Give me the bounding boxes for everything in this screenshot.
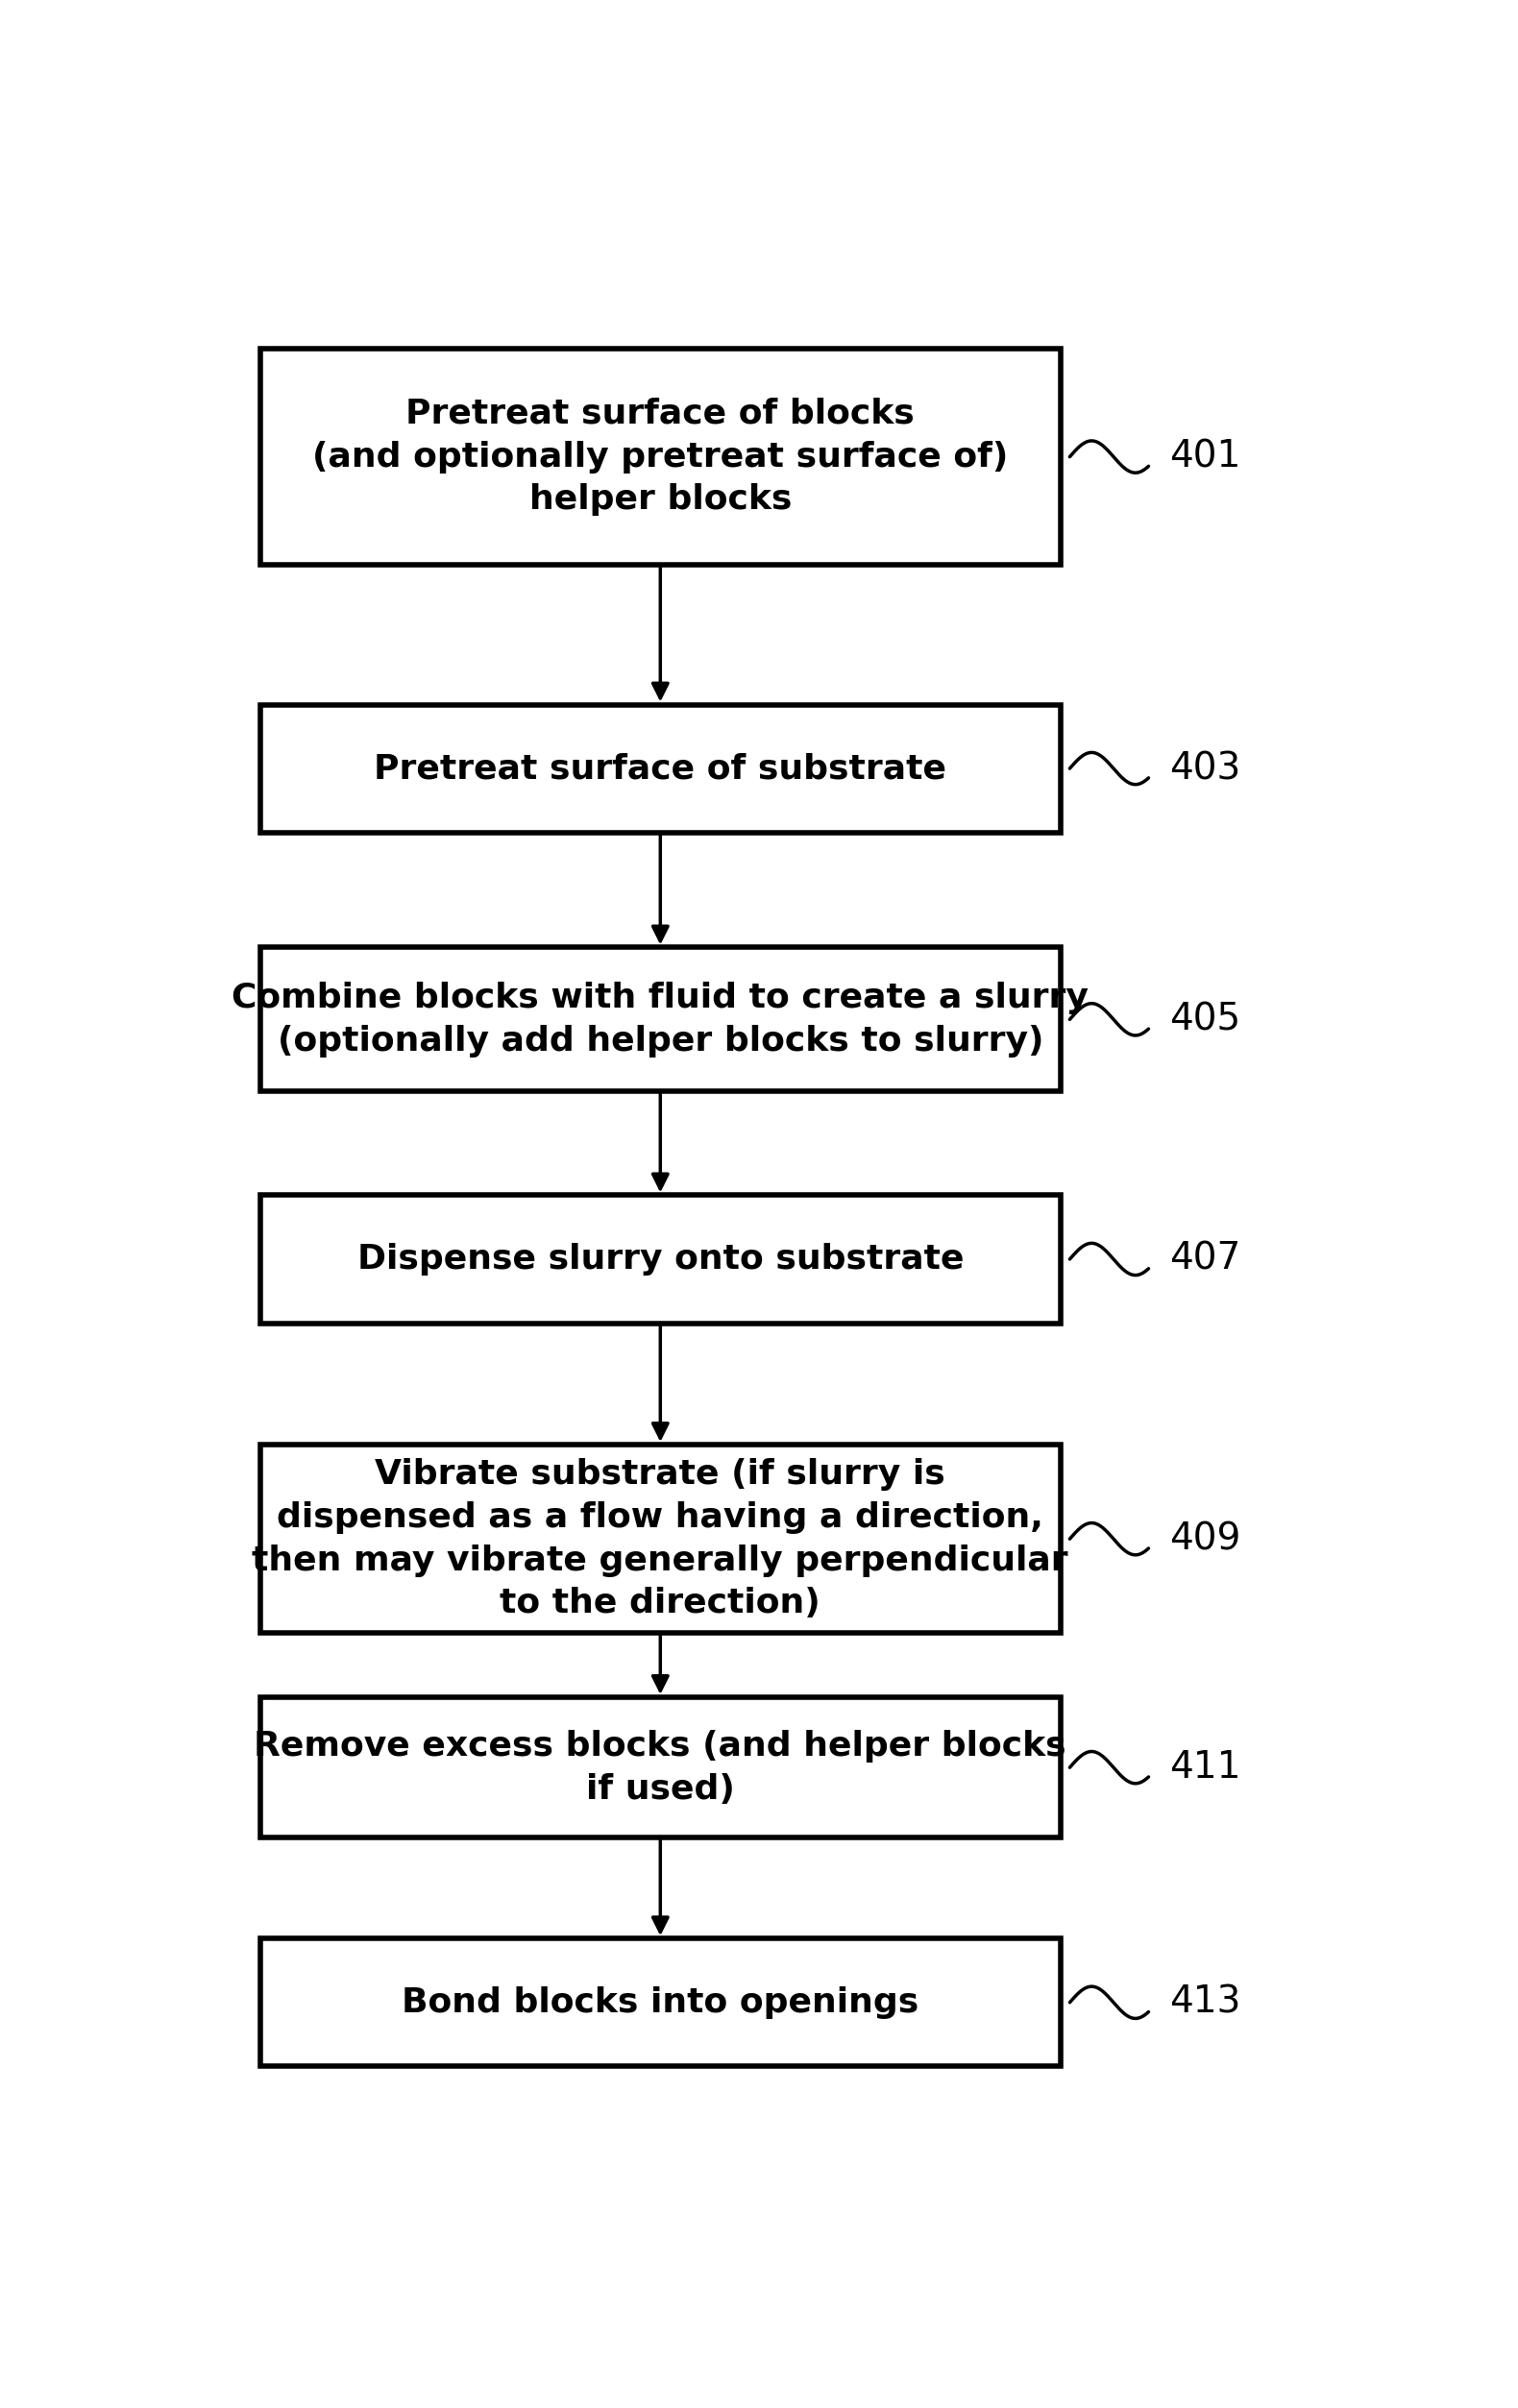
Bar xyxy=(261,1445,1061,1633)
Text: 411: 411 xyxy=(1170,1748,1242,1787)
Bar xyxy=(261,349,1061,566)
Text: Pretreat surface of substrate: Pretreat surface of substrate xyxy=(373,751,947,785)
Bar xyxy=(261,1194,1061,1322)
Text: Pretreat surface of blocks
(and optionally pretreat surface of)
helper blocks: Pretreat surface of blocks (and optional… xyxy=(313,397,1008,515)
Bar xyxy=(261,1698,1061,1837)
Bar xyxy=(261,1938,1061,2066)
Text: Vibrate substrate (if slurry is
dispensed as a flow having a direction,
then may: Vibrate substrate (if slurry is dispense… xyxy=(252,1459,1069,1621)
Text: Bond blocks into openings: Bond blocks into openings xyxy=(402,1987,918,2018)
Text: Remove excess blocks (and helper blocks
if used): Remove excess blocks (and helper blocks … xyxy=(254,1729,1067,1806)
Text: Combine blocks with fluid to create a slurry
(optionally add helper blocks to sl: Combine blocks with fluid to create a sl… xyxy=(232,982,1088,1057)
Text: 403: 403 xyxy=(1170,751,1242,787)
Text: 405: 405 xyxy=(1170,1002,1240,1038)
Text: 409: 409 xyxy=(1170,1522,1242,1558)
Text: Dispense slurry onto substrate: Dispense slurry onto substrate xyxy=(357,1243,964,1276)
Bar xyxy=(261,706,1061,833)
Text: 413: 413 xyxy=(1170,1984,1242,2020)
Bar xyxy=(261,946,1061,1091)
Text: 407: 407 xyxy=(1170,1240,1242,1279)
Text: 401: 401 xyxy=(1170,438,1242,474)
